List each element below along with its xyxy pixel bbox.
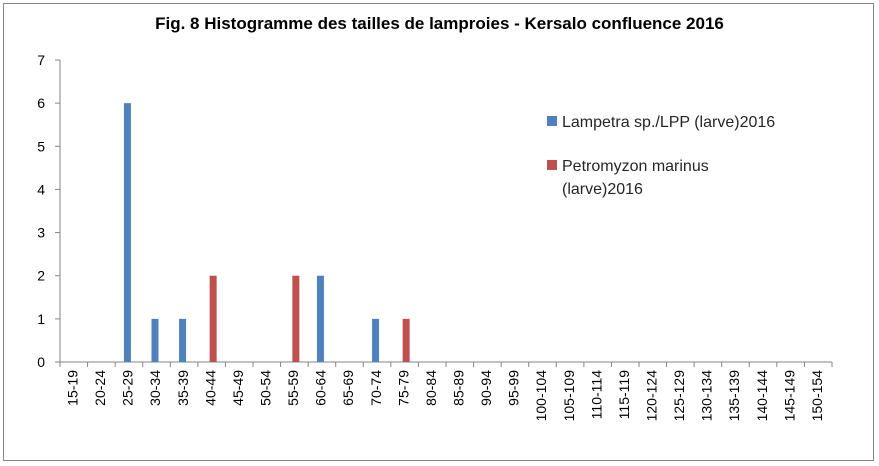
- bar-lampetra: [372, 318, 380, 362]
- bar-petromyzon: [209, 275, 217, 362]
- bar-lampetra: [151, 318, 159, 362]
- bar-petromyzon: [402, 318, 410, 362]
- y-tick-label: 3: [37, 225, 45, 241]
- x-tick-label: 95-99: [506, 370, 522, 406]
- x-tick-label: 145-149: [781, 370, 797, 422]
- x-tick-label: 100-104: [533, 370, 549, 422]
- y-tick-label: 7: [37, 52, 45, 68]
- x-tick-label: 120-124: [643, 370, 659, 422]
- x-tick-label: 65-69: [340, 370, 356, 406]
- x-tick-label: 25-29: [120, 370, 136, 406]
- legend-label-petromyzon: Petromyzon marinus (larve)2016: [562, 158, 709, 198]
- x-tick-label: 115-119: [616, 370, 632, 420]
- x-tick-label: 90-94: [478, 370, 494, 406]
- x-tick-label: 35-39: [175, 370, 191, 406]
- legend-label-lampetra: Lampetra sp./LPP (larve)2016: [562, 114, 775, 131]
- x-tick-label: 40-44: [202, 370, 218, 406]
- legend-swatch-lampetra: [547, 116, 557, 126]
- y-tick-label: 0: [37, 354, 45, 370]
- x-tick-label: 15-19: [64, 370, 80, 406]
- bar-lampetra: [316, 275, 324, 362]
- x-tick-label: 45-49: [230, 370, 246, 406]
- bar-petromyzon: [292, 275, 300, 362]
- chart-title: Fig. 8 Histogramme des tailles de lampro…: [155, 14, 724, 33]
- x-tick-label: 105-109: [561, 370, 577, 422]
- chart-frame: [3, 3, 874, 461]
- x-tick-label: 80-84: [423, 370, 439, 406]
- x-tick-label: 110-114: [588, 370, 604, 420]
- x-tick-label: 50-54: [257, 370, 273, 406]
- x-tick-label: 150-154: [809, 370, 825, 422]
- bar-lampetra: [179, 318, 187, 362]
- x-tick-label: 55-59: [285, 370, 301, 406]
- x-tick-label: 130-134: [699, 370, 715, 422]
- x-tick-label: 140-144: [754, 370, 770, 422]
- x-tick-label: 20-24: [92, 370, 108, 406]
- y-tick-label: 2: [37, 268, 45, 284]
- x-tick-label: 70-74: [368, 370, 384, 406]
- y-tick-label: 5: [37, 138, 45, 154]
- y-tick-label: 4: [37, 181, 45, 197]
- x-tick-label: 85-89: [450, 370, 466, 406]
- y-tick-label: 1: [37, 311, 45, 327]
- x-tick-label: 75-79: [395, 370, 411, 406]
- legend-swatch-petromyzon: [547, 160, 557, 170]
- x-tick-label: 30-34: [147, 370, 163, 406]
- bar-lampetra: [123, 103, 131, 363]
- x-tick-label: 60-64: [313, 370, 329, 406]
- x-tick-label: 135-139: [726, 370, 742, 422]
- x-tick-label: 125-129: [671, 370, 687, 422]
- y-tick-label: 6: [37, 95, 45, 111]
